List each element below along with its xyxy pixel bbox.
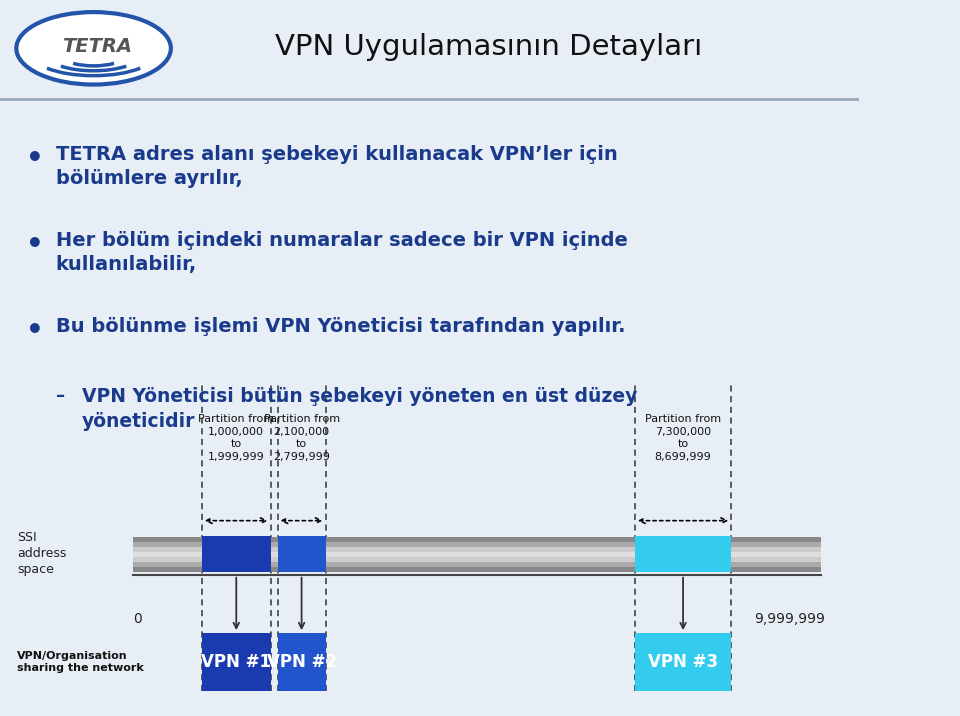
Bar	[277, 536, 325, 571]
Bar	[202, 633, 271, 692]
Bar	[635, 633, 732, 692]
Text: VPN #2: VPN #2	[267, 653, 337, 671]
Text: TETRA adres alanı şebekeyi kullanacak VPN’ler için
bölümlere ayrılır,: TETRA adres alanı şebekeyi kullanacak VP…	[56, 145, 617, 188]
Text: VPN Uygulamasının Detayları: VPN Uygulamasının Detayları	[275, 32, 702, 61]
Text: VPN/Organisation
sharing the network: VPN/Organisation sharing the network	[17, 651, 144, 674]
Ellipse shape	[16, 12, 171, 84]
Bar	[133, 552, 821, 557]
Bar	[277, 633, 325, 692]
Text: VPN Yöneticisi bütün şebekeyi yöneten en üst düzey
yöneticidir: VPN Yöneticisi bütün şebekeyi yöneten en…	[82, 387, 637, 430]
Text: •: •	[26, 145, 43, 173]
Text: VPN #1: VPN #1	[202, 653, 272, 671]
Text: •: •	[26, 231, 43, 258]
Bar	[133, 542, 821, 547]
Bar	[133, 537, 821, 542]
Text: Bu bölünme işlemi VPN Yöneticisi tarafından yapılır.: Bu bölünme işlemi VPN Yöneticisi tarafın…	[56, 316, 625, 336]
Bar	[133, 561, 821, 567]
Bar	[635, 536, 732, 571]
Text: 0: 0	[133, 611, 142, 626]
Bar	[133, 566, 821, 571]
Text: Her bölüm içindeki numaralar sadece bir VPN içinde
kullanılabilir,: Her bölüm içindeki numaralar sadece bir …	[56, 231, 628, 274]
Text: Partition from
1,000,000
to
1,999,999: Partition from 1,000,000 to 1,999,999	[198, 414, 275, 463]
Text: Partition from
7,300,000
to
8,699,999: Partition from 7,300,000 to 8,699,999	[645, 414, 721, 463]
Text: 9,999,999: 9,999,999	[754, 611, 825, 626]
Text: SSI
address
space: SSI address space	[17, 531, 66, 576]
Text: TETRA: TETRA	[62, 37, 132, 56]
Bar	[133, 557, 821, 562]
Bar	[133, 547, 821, 552]
Text: VPN #3: VPN #3	[648, 653, 718, 671]
Text: •: •	[26, 316, 43, 344]
Bar	[202, 536, 271, 571]
Text: –: –	[56, 387, 65, 405]
Text: Partition from
2,100,000
to
2,799,999: Partition from 2,100,000 to 2,799,999	[263, 414, 340, 463]
